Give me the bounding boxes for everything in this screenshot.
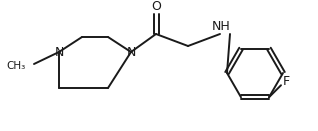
Text: N: N: [126, 45, 136, 59]
Text: F: F: [282, 75, 290, 88]
Text: N: N: [54, 45, 64, 59]
Text: CH₃: CH₃: [7, 61, 26, 71]
Text: O: O: [151, 1, 161, 13]
Text: NH: NH: [211, 20, 230, 32]
